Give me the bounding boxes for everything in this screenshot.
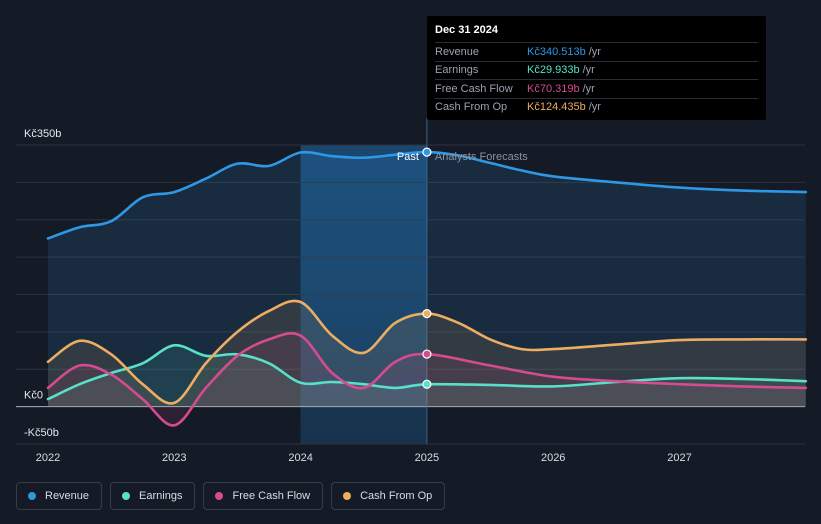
legend-item-free-cash-flow[interactable]: Free Cash Flow [203, 482, 324, 510]
y-axis-label: -Kč50b [24, 427, 59, 439]
legend-dot-icon [215, 492, 224, 500]
tooltip-row-value: Kč70.319b [527, 82, 580, 95]
period-label-forecast: Analysts Forecasts [435, 151, 528, 163]
series-line-revenue [46, 150, 808, 240]
legend-label: Cash From Op [360, 490, 433, 502]
tooltip-row-unit: /yr [588, 101, 601, 114]
tooltip: Dec 31 2024 Revenue Kč340.513b /yr Earni… [427, 16, 766, 120]
legend-dot-icon [122, 492, 131, 500]
tooltip-row-free-cash-flow: Free Cash Flow Kč70.319b /yr [435, 79, 758, 98]
series-area-earnings [48, 345, 806, 407]
tooltip-row-value: Kč124.435b [527, 101, 586, 114]
x-tick-label: 2025 [415, 452, 439, 464]
series-marker-earnings [422, 379, 432, 389]
tooltip-row-cash-from-op: Cash From Op Kč124.435b /yr [435, 97, 758, 117]
x-tick-label: 2027 [667, 452, 691, 464]
x-tick-label: 2024 [288, 452, 312, 464]
legend-item-revenue[interactable]: Revenue [16, 482, 103, 510]
series-marker-revenue [422, 147, 432, 157]
y-axis-label: Kč350b [24, 128, 61, 140]
tooltip-row-revenue: Revenue Kč340.513b /yr [435, 42, 758, 61]
series-line-cash-from-op [46, 299, 808, 405]
legend-label: Earnings [139, 490, 183, 502]
tooltip-row-value: Kč340.513b [527, 45, 586, 58]
series-line-free-cash-flow [46, 332, 808, 427]
series-area-revenue [48, 152, 806, 407]
legend: Revenue Earnings Free Cash Flow Cash Fro… [16, 482, 446, 510]
legend-label: Revenue [45, 490, 90, 502]
tooltip-row-unit: /yr [582, 64, 595, 77]
tooltip-row-earnings: Earnings Kč29.933b /yr [435, 60, 758, 80]
x-tick-label: 2022 [36, 452, 60, 464]
legend-dot-icon [28, 492, 36, 500]
tooltip-row-name: Cash From Op [435, 101, 508, 114]
legend-item-earnings[interactable]: Earnings [110, 482, 196, 510]
legend-label: Free Cash Flow [232, 490, 311, 502]
tooltip-row-unit: /yr [588, 45, 601, 58]
series-marker-free-cash-flow [422, 349, 432, 359]
x-tick-label: 2026 [541, 452, 565, 464]
tooltip-date: Dec 31 2024 [435, 24, 498, 36]
tooltip-row-name: Free Cash Flow [435, 82, 513, 95]
x-tick-label: 2023 [162, 452, 186, 464]
legend-dot-icon [343, 492, 352, 500]
legend-item-cash-from-op[interactable]: Cash From Op [331, 482, 446, 510]
series-marker-cash-from-op [422, 309, 432, 319]
tooltip-row-unit: /yr [582, 82, 595, 95]
tooltip-row-value: Kč29.933b [527, 64, 580, 77]
period-label-past: Past [397, 151, 419, 163]
tooltip-row-name: Revenue [435, 45, 480, 58]
y-axis-label: Kč0 [24, 390, 43, 402]
tooltip-row-name: Earnings [435, 64, 479, 77]
